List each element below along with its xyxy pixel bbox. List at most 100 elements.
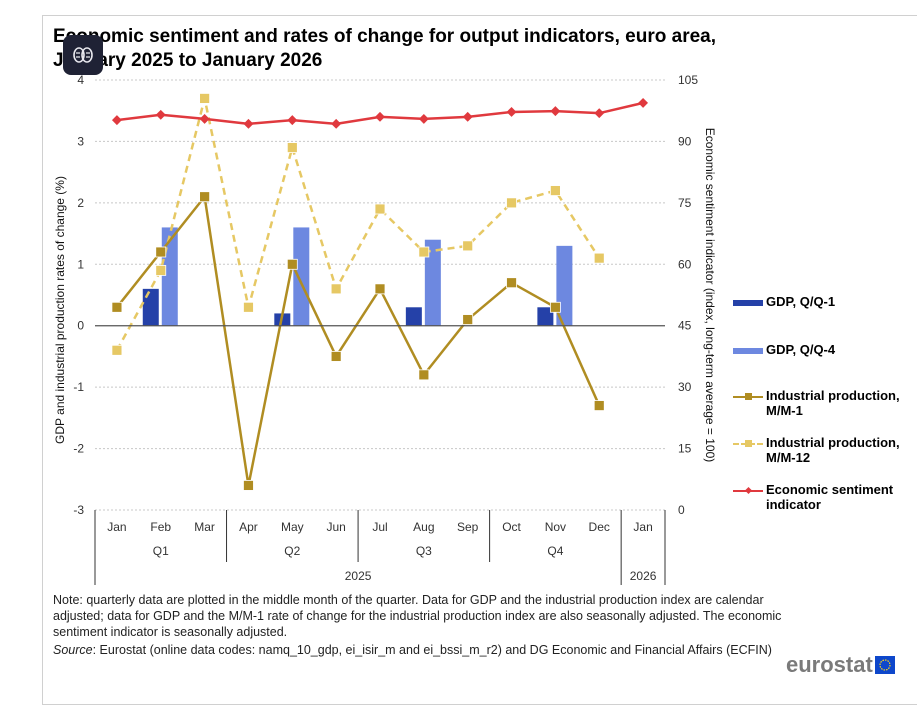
ip-point <box>374 203 386 215</box>
y-tick-label: 2 <box>77 196 84 210</box>
legend-swatch <box>733 435 763 451</box>
y-tick-label: -2 <box>73 442 84 456</box>
chart-svg: 4 3 2 1 0 -1 -2 -3 105 90 75 60 45 30 15 0 Jan Feb Mar Apr M… <box>53 73 717 585</box>
y-tick-label: 0 <box>77 319 84 333</box>
brain-icon[interactable] <box>63 35 103 75</box>
x-tick-label: Dec <box>589 520 610 534</box>
esi-point <box>550 106 561 117</box>
quarter-label: Q3 <box>416 544 432 558</box>
ip-point <box>506 197 517 209</box>
esi-point <box>506 106 517 117</box>
legend-label: GDP, Q/Q-4 <box>766 342 836 357</box>
legend-label: Economic sentiment indicator <box>766 482 894 512</box>
esi-point <box>111 115 122 126</box>
series-line-2 <box>115 193 601 486</box>
ip-point <box>111 301 123 313</box>
year-label: 2026 <box>630 569 657 583</box>
note-text: Note: quarterly data are plotted in the … <box>53 593 782 639</box>
legend-item-gdp-qq4[interactable]: GDP, Q/Q-4 <box>733 342 835 358</box>
x-tick-label: Nov <box>545 520 566 534</box>
source-text: Source: Eurostat (online data codes: nam… <box>53 642 783 658</box>
chart-notes: Note: quarterly data are plotted in the … <box>53 592 783 660</box>
source-label: Source <box>53 643 93 657</box>
eu-flag-icon <box>874 656 895 674</box>
y2-tick-label: 75 <box>678 196 692 210</box>
ip-point <box>286 142 298 153</box>
quarter-label: Q1 <box>153 544 169 558</box>
esi-point <box>638 97 649 108</box>
y2-tick-label: 105 <box>678 73 698 87</box>
ip-point <box>155 265 167 276</box>
ip-point <box>111 344 123 356</box>
esi-point <box>375 111 385 122</box>
x-tick-label: May <box>281 520 304 534</box>
eurostat-logo: eurostat <box>786 652 895 678</box>
y-tick-label: 1 <box>77 257 84 271</box>
y2-tick-label: 90 <box>678 134 692 148</box>
ip-point <box>462 314 474 325</box>
x-tick-label: Apr <box>239 520 258 534</box>
esi-point <box>462 111 473 122</box>
y-tick-label: 3 <box>77 134 84 148</box>
y-tick-label: 4 <box>77 73 84 87</box>
brain-glyph-icon <box>73 47 93 63</box>
bar-gdp-qq4 <box>424 239 441 326</box>
ip-point <box>199 93 211 104</box>
ip-point <box>374 283 386 295</box>
ip-point <box>199 191 211 203</box>
ip-point <box>155 246 167 258</box>
esi-point <box>199 113 210 124</box>
y2-tick-label: 0 <box>678 503 685 517</box>
legend-swatch <box>733 342 763 358</box>
bar-gdp-qq1 <box>405 307 422 326</box>
legend-label: Industrial production, M/M-1 <box>766 388 900 418</box>
ip-point <box>418 369 430 381</box>
esi-point <box>594 108 605 119</box>
source-body: : Eurostat (online data codes: namq_10_g… <box>92 643 772 657</box>
legend-item-ip-mm12[interactable]: Industrial production, M/M-12 <box>733 435 917 465</box>
ip-point <box>330 283 342 295</box>
x-tick-label: Jan <box>107 520 126 534</box>
bar-gdp-qq1 <box>537 307 554 326</box>
logo-text: eurostat <box>786 652 873 677</box>
x-tick-label: Aug <box>413 520 434 534</box>
quarter-label: Q2 <box>284 544 300 558</box>
quarter-label: Q4 <box>547 544 563 558</box>
y2-tick-label: 60 <box>678 257 692 271</box>
legend-item-esi[interactable]: Economic sentiment indicator <box>733 482 917 512</box>
y2-tick-label: 45 <box>678 319 692 333</box>
legend-item-gdp-qq1[interactable]: GDP, Q/Q-1 <box>733 294 835 310</box>
y-axis-title: GDP and industrial production rates of c… <box>53 176 67 444</box>
year-label: 2025 <box>345 569 372 583</box>
ip-point <box>549 185 561 196</box>
ip-point <box>462 240 474 252</box>
ip-point <box>593 252 605 264</box>
ip-point <box>593 400 605 411</box>
esi-point <box>331 118 342 129</box>
legend-item-ip-mm1[interactable]: Industrial production, M/M-1 <box>733 388 917 418</box>
esi-point <box>243 118 254 129</box>
ip-point <box>243 480 254 491</box>
chart-title: Economic sentiment and rates of change f… <box>53 26 717 71</box>
ip-point <box>506 277 517 289</box>
esi-point <box>418 113 429 124</box>
ip-point <box>286 258 298 270</box>
x-tick-label: Mar <box>194 520 215 534</box>
y2-tick-label: 15 <box>678 442 692 456</box>
x-tick-label: Feb <box>150 520 171 534</box>
legend-swatch <box>733 388 763 404</box>
bar-gdp-qq4 <box>293 227 310 326</box>
ip-point <box>549 301 561 313</box>
esi-point <box>287 115 298 126</box>
ip-point <box>243 301 254 313</box>
y-tick-label: -1 <box>73 380 84 394</box>
legend-label: Industrial production, M/M-12 <box>766 435 900 465</box>
series-line-3 <box>115 98 601 351</box>
legend-swatch <box>733 482 763 498</box>
x-tick-label: Jun <box>326 520 345 534</box>
bar-gdp-qq1 <box>142 288 159 326</box>
y2-axis-title: Economic sentiment indicator (index, lon… <box>703 128 717 463</box>
legend-swatch <box>733 294 763 310</box>
esi-point <box>155 109 166 120</box>
legend-label: GDP, Q/Q-1 <box>766 294 836 309</box>
